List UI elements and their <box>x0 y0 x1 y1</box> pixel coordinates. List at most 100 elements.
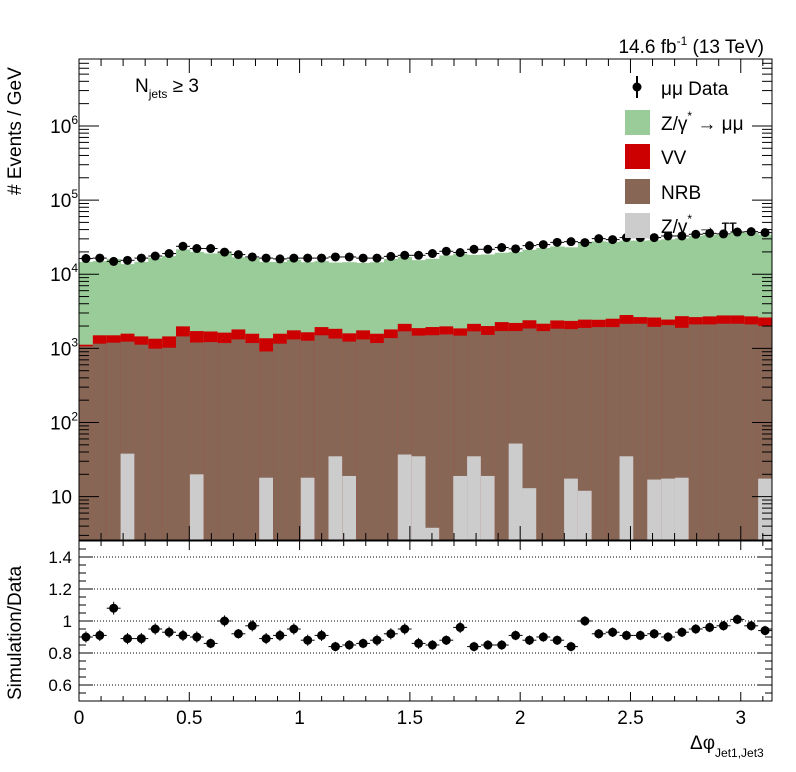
bar-dy-tautau <box>661 478 676 540</box>
data-point <box>746 227 756 237</box>
data-point <box>330 252 340 262</box>
bar-dy-tautau <box>453 475 468 540</box>
bar-dy-tautau <box>328 456 343 540</box>
data-point <box>372 253 382 263</box>
main-frame <box>78 58 773 541</box>
bar-nrb <box>231 339 246 540</box>
ratio-y-tick-label: 1.2 <box>48 580 72 599</box>
bar-dy-tautau <box>508 443 523 540</box>
ratio-point <box>760 626 770 636</box>
y-tick-label: 104 <box>50 261 78 286</box>
bar-dy-tautau <box>300 477 316 540</box>
data-point <box>469 244 479 254</box>
ratio-point <box>358 638 368 648</box>
ratio-point <box>691 624 701 634</box>
data-point <box>691 229 701 239</box>
ratio-point <box>289 624 299 634</box>
data-point <box>358 253 368 263</box>
ratio-y-tick-label: 1 <box>63 612 72 631</box>
bar-nrb <box>716 323 731 540</box>
bar-nrb <box>314 335 329 540</box>
data-point <box>455 248 465 258</box>
data-point <box>427 249 437 259</box>
bar-nrb <box>577 327 593 540</box>
data-point <box>233 250 243 260</box>
luminosity-label: 14.6 fb-1 (13 TeV) <box>618 34 764 58</box>
ratio-point <box>136 634 146 644</box>
x-tick-label: 0.5 <box>176 708 202 729</box>
x-axis-title: ΔφJet1,Jet3 <box>690 733 764 760</box>
bar-nrb <box>134 344 149 540</box>
axes: 0 0.5 1 1.5 2 2.5 3 10 102 103 104 105 106 0.6 0.8 1 1.2… <box>48 58 773 729</box>
ratio-point <box>150 624 160 634</box>
bar-nrb <box>245 343 260 540</box>
data-point <box>511 244 521 254</box>
ratio-point <box>164 627 174 637</box>
ratio-point <box>441 635 451 645</box>
data-point <box>344 252 354 262</box>
ratio-point <box>497 640 507 650</box>
data-point <box>275 254 285 264</box>
ratio-point <box>344 640 354 650</box>
ratio-point <box>677 627 687 637</box>
bar-dy-tautau <box>758 478 773 540</box>
ratio-point <box>469 642 479 652</box>
bar-nrb <box>439 334 454 540</box>
legend-vv-swatch <box>625 144 650 169</box>
data-point <box>192 244 202 254</box>
data-point <box>95 253 105 263</box>
data-point <box>594 234 604 244</box>
ratio-point <box>233 629 243 639</box>
ratio-point <box>566 642 576 652</box>
bar-nrb <box>356 339 371 540</box>
bar-nrb <box>286 339 302 540</box>
bar-nrb <box>522 328 537 540</box>
data-point <box>386 251 396 261</box>
ratio-point <box>635 630 645 640</box>
y-tick-label: 105 <box>50 187 78 212</box>
ratio-point <box>580 616 590 626</box>
ratio-point <box>663 632 673 642</box>
selection-label: Njets ≥ 3 <box>135 76 199 101</box>
ratio-point <box>746 621 756 631</box>
ratio-y-tick-label: 0.8 <box>48 644 72 663</box>
legend-dy-tautau-label: Z/γ* → ττ <box>661 212 737 238</box>
data-point <box>317 253 327 263</box>
data-point <box>164 249 174 259</box>
bar-nrb <box>217 343 232 540</box>
data-point <box>150 251 160 261</box>
ratio-point <box>400 624 410 634</box>
data-point <box>524 241 534 251</box>
data-point <box>123 255 133 265</box>
data-point <box>109 256 119 266</box>
legend-entry-nrb: NRB <box>625 179 701 204</box>
bar-nrb <box>536 331 551 540</box>
data-point <box>178 241 188 251</box>
ratio-point <box>538 632 548 642</box>
ratio-point <box>455 622 465 632</box>
bar-dy-tautau <box>674 477 690 540</box>
data-point <box>566 237 576 247</box>
data-point <box>289 253 299 263</box>
bar-nrb <box>550 328 565 540</box>
y-tick-label: 102 <box>50 409 78 434</box>
ratio-point <box>386 629 396 639</box>
x-tick-label: 2.5 <box>617 708 643 729</box>
main-stack <box>79 231 773 541</box>
bar-nrb <box>633 323 648 540</box>
ratio-point <box>109 603 119 613</box>
bar-dy-tautau <box>120 453 135 540</box>
y-tick-label: 106 <box>50 113 78 138</box>
bar-nrb <box>79 346 94 540</box>
bar-dy-tautau <box>480 475 496 540</box>
data-point <box>677 231 687 241</box>
data-point <box>136 253 146 263</box>
ratio-point <box>718 621 728 631</box>
legend-data-marker <box>632 82 642 92</box>
data-point <box>538 240 548 250</box>
bar-nrb <box>92 343 108 540</box>
ratio-point <box>372 635 382 645</box>
bar-dy-tautau <box>342 475 357 540</box>
ratio-point <box>247 621 257 631</box>
